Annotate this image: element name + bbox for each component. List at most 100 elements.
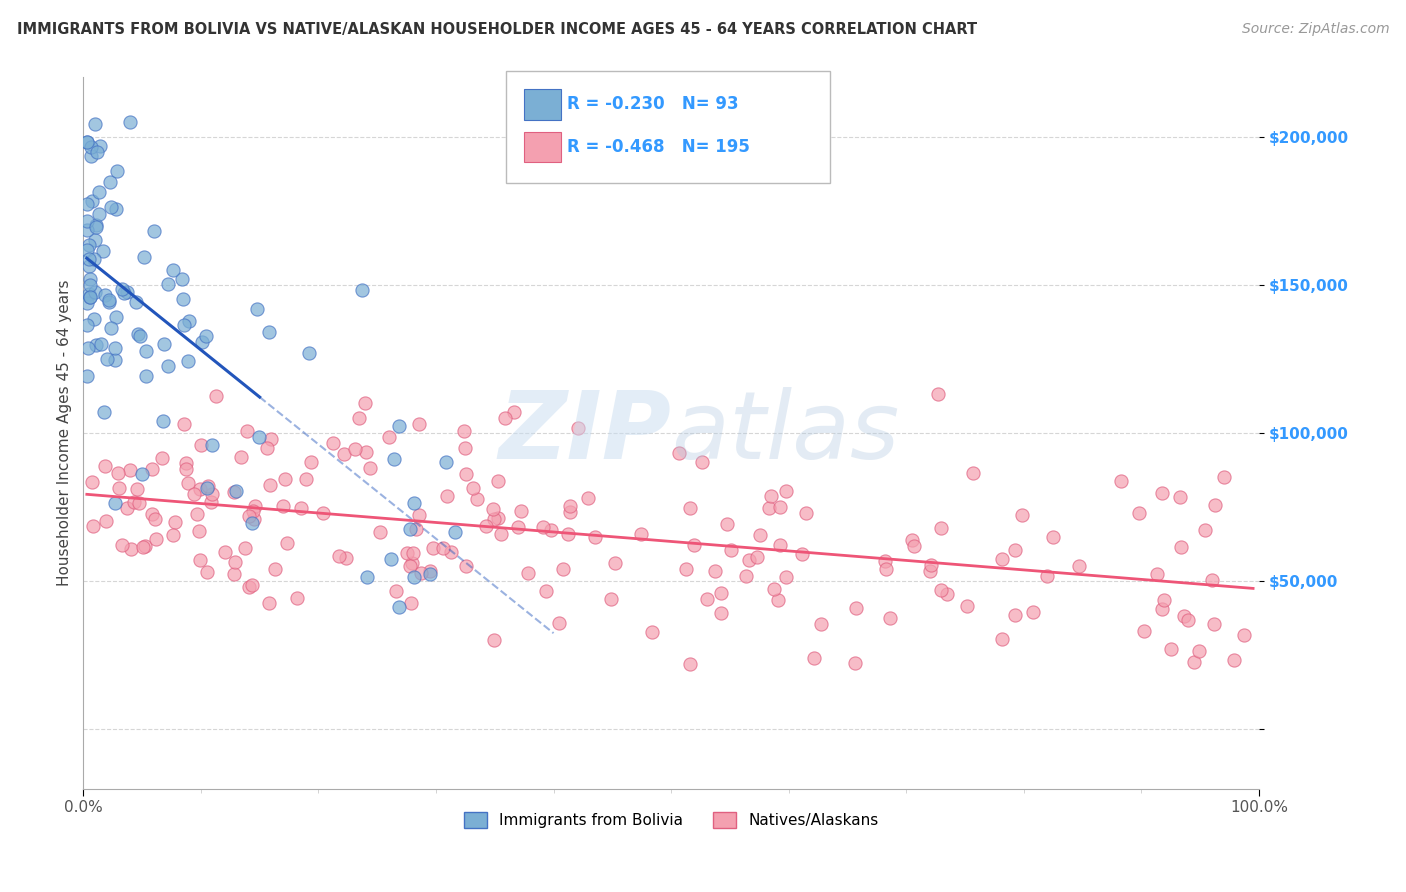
- Point: [875, 554, 897, 568]
- Text: atlas: atlas: [671, 387, 900, 478]
- Point: [276, 536, 298, 550]
- Point: [97, 294, 120, 309]
- Point: [1022, 605, 1045, 619]
- Point: [84, 285, 107, 299]
- Point: [124, 495, 146, 509]
- Point: [385, 583, 408, 598]
- Point: [83, 252, 105, 266]
- Point: [432, 541, 454, 555]
- Point: [467, 492, 489, 507]
- Point: [558, 505, 581, 519]
- Point: [396, 546, 419, 560]
- Text: R = -0.230   N= 93: R = -0.230 N= 93: [567, 95, 738, 113]
- Point: [377, 430, 399, 444]
- Point: [436, 489, 458, 503]
- Point: [80, 475, 103, 490]
- Point: [328, 549, 350, 563]
- Point: [758, 501, 780, 516]
- Point: [775, 484, 797, 499]
- Point: [1042, 529, 1064, 543]
- Point: [76, 295, 98, 310]
- Point: [920, 558, 942, 572]
- Point: [145, 533, 167, 547]
- Point: [551, 562, 574, 576]
- Point: [172, 272, 194, 286]
- Point: [749, 527, 772, 541]
- Point: [388, 419, 411, 434]
- Point: [259, 478, 281, 492]
- Point: [343, 442, 366, 457]
- Point: [540, 524, 562, 538]
- Point: [243, 512, 266, 526]
- Point: [240, 578, 263, 592]
- Point: [257, 596, 280, 610]
- Point: [510, 504, 533, 518]
- Point: [675, 562, 697, 576]
- Point: [224, 484, 246, 499]
- Point: [356, 570, 378, 584]
- Point: [200, 495, 222, 509]
- Text: ZIP: ZIP: [498, 387, 671, 479]
- Point: [290, 501, 312, 516]
- Point: [1152, 602, 1174, 616]
- Point: [641, 625, 664, 640]
- Point: [188, 524, 211, 539]
- Point: [157, 277, 180, 291]
- Point: [127, 326, 149, 341]
- Point: [576, 491, 599, 505]
- Point: [558, 499, 581, 513]
- Point: [197, 478, 219, 492]
- Point: [419, 567, 441, 582]
- Point: [794, 506, 817, 520]
- Point: [484, 633, 506, 648]
- Point: [222, 566, 245, 581]
- Point: [87, 186, 110, 200]
- Point: [236, 424, 259, 438]
- Point: [444, 524, 467, 539]
- Point: [82, 519, 104, 533]
- Point: [368, 525, 391, 540]
- Point: [201, 487, 224, 501]
- Point: [517, 566, 540, 580]
- Point: [125, 482, 148, 496]
- Point: [94, 288, 117, 302]
- Point: [104, 202, 127, 216]
- Point: [531, 520, 554, 534]
- Point: [440, 545, 463, 559]
- Point: [257, 325, 280, 339]
- Point: [129, 329, 152, 343]
- Point: [259, 432, 281, 446]
- Point: [1067, 558, 1090, 573]
- Point: [844, 656, 866, 670]
- Point: [89, 138, 111, 153]
- Point: [704, 564, 727, 578]
- Point: [1152, 486, 1174, 500]
- Point: [405, 522, 427, 536]
- Point: [735, 568, 758, 582]
- Point: [195, 481, 218, 495]
- Point: [991, 632, 1014, 646]
- Point: [118, 115, 141, 129]
- Point: [1146, 567, 1168, 582]
- Point: [494, 411, 516, 425]
- Point: [347, 410, 370, 425]
- Point: [401, 596, 423, 610]
- Point: [1204, 498, 1226, 512]
- Point: [173, 318, 195, 333]
- Point: [90, 336, 112, 351]
- Point: [775, 570, 797, 584]
- Point: [111, 538, 134, 552]
- Point: [486, 510, 509, 524]
- Point: [506, 520, 529, 534]
- Point: [105, 164, 128, 178]
- Point: [132, 540, 155, 554]
- Point: [143, 511, 166, 525]
- Point: [486, 474, 509, 488]
- Point: [903, 539, 925, 553]
- Point: [76, 243, 98, 257]
- Point: [679, 657, 702, 671]
- Point: [77, 259, 100, 273]
- Point: [482, 512, 505, 526]
- Point: [98, 293, 121, 307]
- Point: [79, 290, 101, 304]
